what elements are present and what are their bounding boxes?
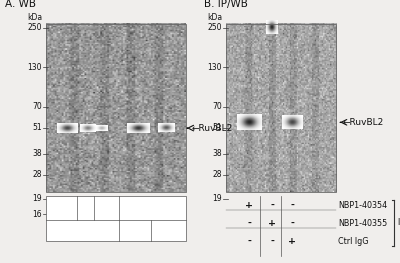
Bar xyxy=(226,24,336,192)
Text: kDa: kDa xyxy=(27,13,42,22)
Text: -: - xyxy=(270,201,274,210)
Text: 51: 51 xyxy=(32,123,42,132)
Text: M: M xyxy=(162,224,170,233)
Text: 28: 28 xyxy=(212,170,222,179)
Text: A. WB: A. WB xyxy=(5,0,36,9)
Text: 51: 51 xyxy=(212,123,222,132)
Text: 19: 19 xyxy=(32,194,42,203)
Text: 16: 16 xyxy=(32,210,42,219)
Text: T: T xyxy=(136,224,140,233)
Text: Ctrl IgG: Ctrl IgG xyxy=(338,237,368,246)
Text: HeLa: HeLa xyxy=(67,224,87,233)
Text: 130: 130 xyxy=(207,63,222,72)
Text: 50: 50 xyxy=(133,205,143,214)
Bar xyxy=(46,196,186,241)
Text: 250: 250 xyxy=(27,23,42,32)
Text: 50: 50 xyxy=(161,205,171,214)
Text: 19: 19 xyxy=(212,194,222,203)
Text: +: + xyxy=(245,201,253,210)
Text: 130: 130 xyxy=(27,63,42,72)
Text: 28: 28 xyxy=(32,170,42,179)
Text: B. IP/WB: B. IP/WB xyxy=(204,0,248,9)
Text: 250: 250 xyxy=(207,23,222,32)
Text: ←RuvBL2: ←RuvBL2 xyxy=(343,118,384,127)
Bar xyxy=(46,24,186,192)
Text: NBP1-40354: NBP1-40354 xyxy=(338,201,387,210)
Text: 5: 5 xyxy=(100,205,104,214)
Text: +: + xyxy=(288,237,296,246)
Text: kDa: kDa xyxy=(207,13,222,22)
Text: 38: 38 xyxy=(32,149,42,158)
Text: 15: 15 xyxy=(82,205,92,214)
Text: NBP1-40355: NBP1-40355 xyxy=(338,219,387,227)
Text: -: - xyxy=(290,201,294,210)
Text: IP: IP xyxy=(398,218,400,227)
Text: -: - xyxy=(247,219,251,227)
Text: -: - xyxy=(247,237,251,246)
Text: +: + xyxy=(268,219,276,227)
Text: -: - xyxy=(290,219,294,227)
Text: 50: 50 xyxy=(62,205,72,214)
Text: ←RuvBL2: ←RuvBL2 xyxy=(191,124,232,133)
Text: 38: 38 xyxy=(212,149,222,158)
Text: 70: 70 xyxy=(212,102,222,111)
Text: 70: 70 xyxy=(32,102,42,111)
Text: -: - xyxy=(270,237,274,246)
